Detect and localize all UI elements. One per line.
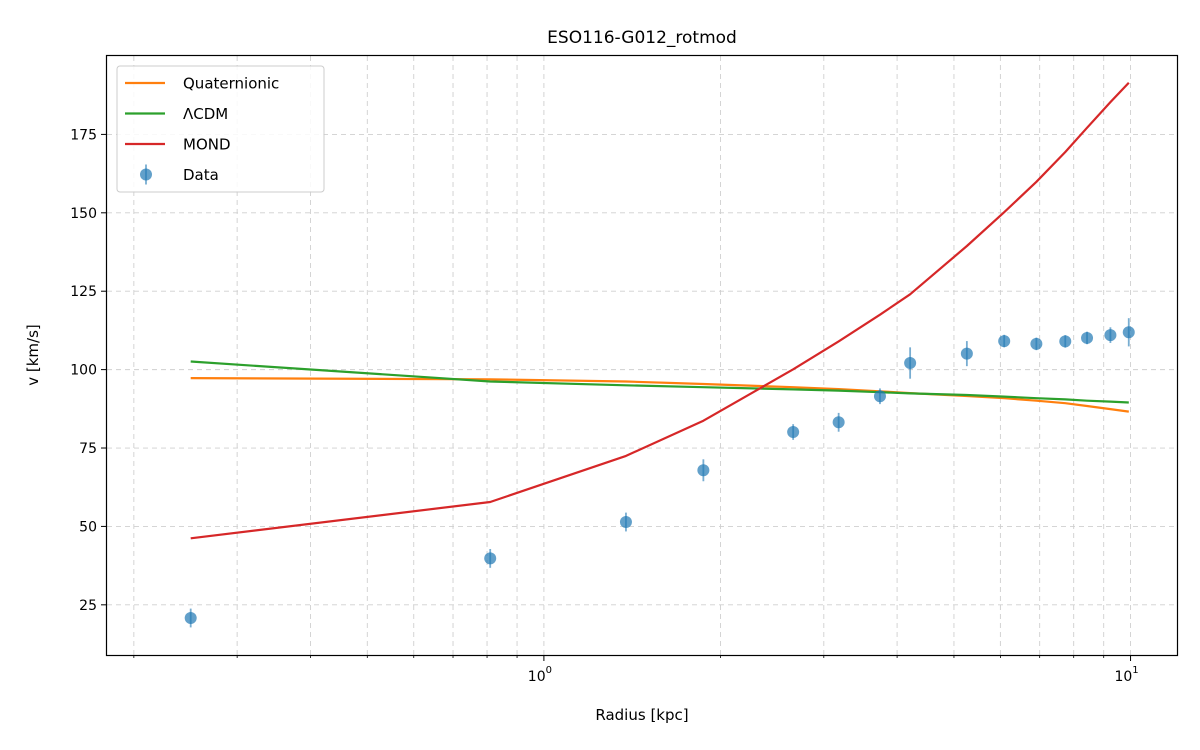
x-tick-exponent: 0 — [546, 665, 552, 676]
x-tick-label: 101 — [1114, 665, 1138, 685]
legend-label: ΛCDM — [183, 105, 228, 123]
data-point — [697, 464, 710, 477]
y-tick-label: 50 — [79, 519, 97, 535]
y-tick-label: 75 — [79, 441, 97, 457]
data-point — [1104, 329, 1117, 342]
data-point — [184, 611, 197, 624]
series-errorbar — [184, 318, 1135, 628]
legend-item: Quaternionic — [125, 75, 279, 93]
y-tick-label: 25 — [79, 598, 97, 614]
legend-item: Data — [140, 164, 219, 185]
data-point — [904, 357, 917, 370]
data-point — [619, 516, 632, 529]
x-tick-base: 10 — [528, 669, 546, 685]
series-line — [190, 81, 1130, 540]
data-point — [832, 416, 845, 429]
x-axis-label: Radius [kpc] — [595, 706, 688, 724]
data-point — [1081, 331, 1094, 344]
x-tick-base: 10 — [1114, 669, 1132, 685]
x-tick-exponent: 1 — [1132, 665, 1138, 676]
legend: Quaternionic ΛCDM MOND Data — [116, 65, 325, 193]
legend-label: MOND — [183, 136, 231, 154]
grid — [107, 56, 1177, 655]
series-line — [190, 360, 1129, 404]
data-point — [484, 552, 497, 565]
legend-label: Quaternionic — [183, 75, 279, 93]
legend-item: MOND — [125, 136, 231, 154]
series-line — [190, 360, 1129, 404]
data-point — [1059, 335, 1072, 348]
y-tick-label: 150 — [70, 206, 97, 222]
chart-title: ESO116-G012_rotmod — [547, 28, 737, 48]
data-point — [1030, 337, 1043, 350]
y-tick-label: 175 — [70, 127, 97, 143]
data-point — [873, 390, 886, 403]
legend-swatch-marker — [140, 168, 152, 181]
data-point — [787, 426, 800, 439]
plot-frame — [105, 54, 1179, 657]
legend-box — [116, 65, 325, 193]
data-point — [998, 335, 1011, 348]
y-axis-label: v [km/s] — [24, 324, 42, 386]
legend-label: Data — [183, 166, 219, 184]
x-tick-label: 100 — [528, 665, 552, 685]
series-layer — [184, 81, 1135, 628]
series-line — [190, 81, 1130, 540]
data-point — [960, 347, 973, 360]
legend-item: ΛCDM — [125, 105, 228, 123]
data-point — [1122, 326, 1135, 339]
y-tick-label: 100 — [70, 363, 97, 379]
y-tick-label: 125 — [70, 284, 97, 300]
